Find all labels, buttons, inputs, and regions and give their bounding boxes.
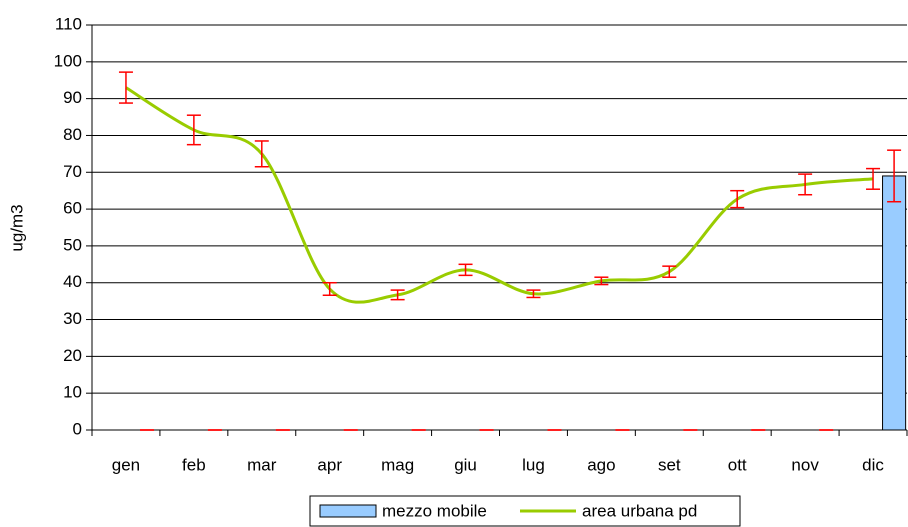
- y-tick-label: 30: [63, 309, 82, 328]
- x-tick-label: ago: [587, 455, 615, 474]
- error-bar: [322, 281, 337, 296]
- error-bar: [798, 173, 813, 196]
- legend-label: area urbana pd: [582, 501, 697, 520]
- line: [125, 86, 874, 304]
- error-bar: [866, 167, 881, 190]
- error-bar: [662, 265, 677, 278]
- error-bar: [390, 289, 405, 301]
- error-bar: [254, 140, 269, 168]
- error-bar: [730, 189, 745, 209]
- y-tick-label: 50: [63, 235, 82, 254]
- y-tick-label: 10: [63, 383, 82, 402]
- x-tick-label: lug: [522, 455, 545, 474]
- x-tick-label: gen: [112, 455, 140, 474]
- y-tick-label: 80: [63, 125, 82, 144]
- y-tick-label: 20: [63, 346, 82, 365]
- legend-label: mezzo mobile: [382, 501, 487, 520]
- y-tick-label: 110: [55, 14, 82, 33]
- error-bar: [118, 71, 133, 104]
- x-tick-label: apr: [317, 455, 342, 474]
- x-tick-label: dic: [862, 455, 884, 474]
- error-bar: [186, 114, 201, 146]
- x-tick-label: mag: [381, 455, 414, 474]
- error-bar: [594, 276, 609, 286]
- y-tick-label: 70: [63, 162, 82, 181]
- y-tick-label: 0: [73, 419, 82, 438]
- error-bar: [458, 263, 473, 277]
- x-tick-label: giu: [454, 455, 477, 474]
- error-bar: [526, 289, 541, 299]
- bar: [882, 175, 907, 431]
- x-tick-label: set: [658, 455, 681, 474]
- x-tick-label: ott: [728, 455, 747, 474]
- y-axis-label: ug/m3: [7, 204, 26, 251]
- x-tick-label: nov: [791, 455, 819, 474]
- x-tick-label: feb: [182, 455, 206, 474]
- y-tick-label: 60: [63, 199, 82, 218]
- y-tick-label: 40: [63, 272, 82, 291]
- y-tick-label: 90: [63, 88, 82, 107]
- legend-swatch: [319, 504, 377, 518]
- x-tick-label: mar: [247, 455, 277, 474]
- y-tick-label: 100: [54, 51, 82, 70]
- error-bar: [887, 149, 902, 203]
